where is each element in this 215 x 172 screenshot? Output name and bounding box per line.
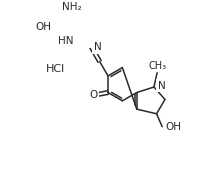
Text: OH: OH <box>35 22 51 32</box>
Text: N: N <box>158 80 165 91</box>
Text: NH₂: NH₂ <box>62 2 82 12</box>
Text: CH₃: CH₃ <box>148 61 166 71</box>
Text: OH: OH <box>165 122 181 132</box>
Text: HN: HN <box>58 36 74 46</box>
Text: O: O <box>89 90 97 100</box>
Text: N: N <box>94 42 101 52</box>
Text: HCl: HCl <box>46 64 65 74</box>
